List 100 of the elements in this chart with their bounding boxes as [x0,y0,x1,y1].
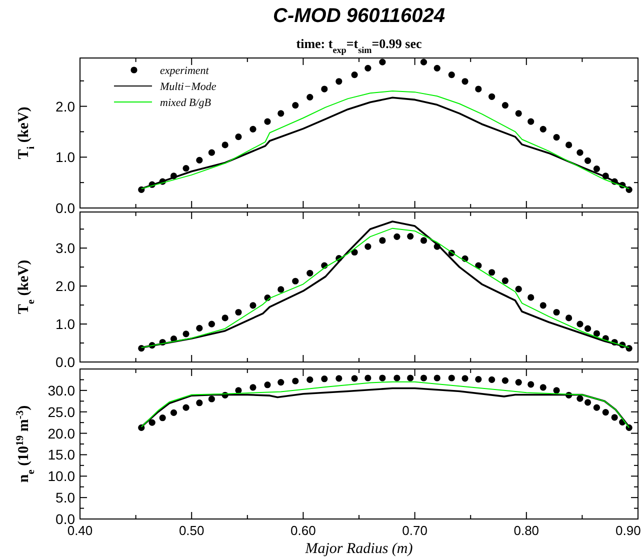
legend-label: mixed B/gB [160,97,212,109]
point [475,86,482,92]
y-tick-label: 3.0 [56,240,76,256]
point [306,94,314,100]
point [528,118,534,125]
x-tick-label: 0.70 [402,523,428,538]
y-tick-label: 0.0 [56,354,76,370]
point [208,320,215,328]
point [407,233,414,240]
point [182,330,190,338]
point [292,278,299,284]
point [351,375,358,382]
point [584,157,592,164]
point [407,374,414,382]
point [321,376,328,382]
point [502,377,508,384]
point [250,384,256,391]
point [222,314,228,322]
point [515,378,522,386]
point [553,387,560,394]
point [208,149,215,156]
point [576,395,584,402]
point [306,270,314,276]
y-tick-label: 20.0 [48,425,76,442]
point [379,374,386,382]
point [528,294,534,301]
y-tick-label: 1.0 [56,316,76,332]
point [584,325,592,332]
x-tick-label: 0.50 [178,523,204,538]
point [576,320,584,328]
point [148,419,156,426]
point [475,376,482,383]
point [222,142,228,148]
point [394,374,400,382]
point [420,237,428,244]
point [420,58,428,66]
point [593,330,600,337]
point [540,126,546,132]
point [448,71,455,78]
point [462,78,468,85]
point [584,399,592,406]
y-tick-label: 2.0 [56,98,76,114]
point [264,118,271,125]
point [306,376,314,384]
x-tick-label: 0.60 [290,523,316,538]
point [364,64,372,72]
point [182,165,190,172]
point [593,404,600,411]
point [351,248,358,256]
x-tick-label: 0.90 [616,523,641,538]
point [235,308,242,316]
point [553,308,560,316]
point [379,58,386,66]
point [502,102,508,109]
chart-title: C-MOD 960116024 [273,5,445,27]
legend-label: Multi−Mode [159,81,216,93]
point [292,378,299,384]
point [611,414,618,421]
y-tick-label: 0.0 [56,200,76,216]
point [182,404,190,411]
y-tick-label: 15.0 [48,446,76,463]
point [292,102,299,109]
y-tick-label: 30.0 [48,382,76,398]
point [540,384,546,391]
y-tick-label: 1.0 [56,149,76,166]
point [379,237,386,244]
point [394,233,400,240]
point [351,71,358,78]
point [208,396,215,402]
point [364,243,372,250]
point [488,93,496,100]
point [434,374,440,382]
legend-label: experiment [160,65,210,77]
y-tick-label: 10.0 [48,468,76,484]
point [528,381,534,388]
point [336,375,342,382]
point [566,314,572,322]
point [602,408,609,416]
point [515,286,522,292]
point [170,409,178,416]
y-tick-label: 25.0 [48,404,76,420]
point [264,382,271,388]
y-tick-label: 5.0 [56,490,76,506]
point [420,374,428,382]
point [488,376,496,384]
point [235,134,242,140]
point [434,64,440,72]
point [250,302,256,309]
point [196,156,203,164]
chart-subtitle: time: t$_{exp}$=t$_{sim}$=0.99 sec [296,36,422,55]
point [235,387,242,394]
point [278,286,284,293]
point [278,110,284,117]
point [576,149,584,156]
point [566,142,572,148]
point [593,166,600,172]
point [278,378,284,386]
x-axis-title: Major Radius (m) [304,541,413,557]
point [462,375,468,382]
point [553,134,560,141]
